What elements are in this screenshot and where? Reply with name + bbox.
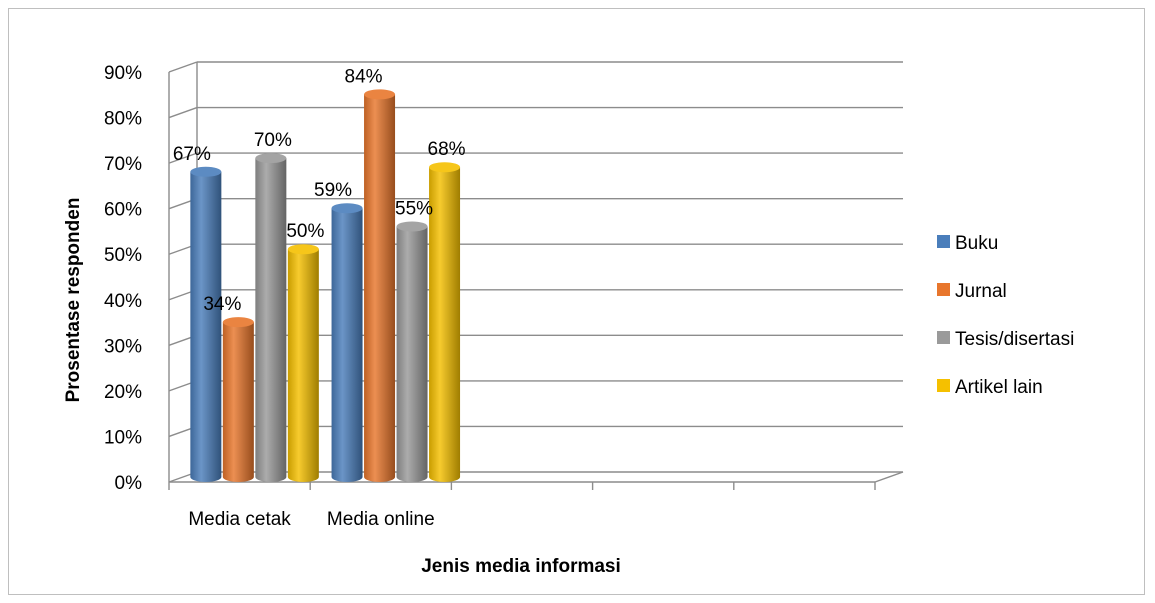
bar-top bbox=[255, 153, 287, 164]
x-tick-label: Media online bbox=[327, 509, 435, 530]
data-label: 55% bbox=[395, 198, 433, 219]
x-tick-label: Media cetak bbox=[188, 509, 291, 530]
legend-item: Tesis/disertasi bbox=[937, 329, 1074, 350]
bars bbox=[190, 89, 461, 482]
legend-item: Artikel lain bbox=[937, 377, 1043, 398]
bar-top bbox=[364, 89, 396, 100]
bar-body bbox=[255, 158, 287, 482]
data-labels: 67% 59% 34% 84% 70% 55% 50% 68% bbox=[173, 66, 466, 315]
legend-swatch bbox=[937, 235, 950, 248]
bar-body bbox=[331, 208, 363, 482]
legend-label: Artikel lain bbox=[955, 377, 1043, 398]
bar-top bbox=[331, 203, 363, 214]
bar-jurnal-media-cetak bbox=[222, 317, 254, 482]
x-axis-title: Jenis media informasi bbox=[421, 556, 621, 577]
legend-item: Buku bbox=[937, 233, 998, 254]
legend-label: Tesis/disertasi bbox=[955, 329, 1074, 350]
legend-label: Buku bbox=[955, 233, 998, 254]
chart-container: 67% 59% 34% 84% 70% 55% 50% 68% 0% 10% 20% 30% 40% 5… bbox=[8, 8, 1145, 595]
y-tick-label: 20% bbox=[104, 382, 142, 403]
bar-body bbox=[429, 167, 461, 482]
data-label: 50% bbox=[286, 221, 324, 242]
legend-label: Jurnal bbox=[955, 281, 1007, 302]
bar-top bbox=[429, 162, 461, 173]
gridlines bbox=[168, 61, 904, 483]
data-label: 68% bbox=[428, 139, 466, 160]
y-tick-label: 60% bbox=[104, 200, 142, 221]
bar-body bbox=[190, 171, 222, 482]
y-axis-title: Prosentase responden bbox=[63, 198, 84, 403]
bar-tesis-disertasi-media-online bbox=[396, 221, 428, 482]
legend-swatch bbox=[937, 379, 950, 392]
y-tick-label: 80% bbox=[104, 109, 142, 130]
bar-top bbox=[190, 166, 222, 177]
bar-body bbox=[396, 226, 428, 482]
bar-top bbox=[287, 244, 319, 255]
bar-tesis-disertasi-media-cetak bbox=[255, 153, 287, 482]
y-tick-label: 50% bbox=[104, 245, 142, 266]
legend-item: Jurnal bbox=[937, 281, 1007, 302]
y-tick-label: 30% bbox=[104, 336, 142, 357]
bar-top bbox=[222, 317, 254, 328]
bar-buku-media-cetak bbox=[190, 166, 222, 482]
y-tick-label: 0% bbox=[115, 473, 143, 494]
bar-artikel-lain-media-online bbox=[429, 162, 461, 482]
bar-body bbox=[364, 94, 396, 482]
y-tick-label: 40% bbox=[104, 291, 142, 312]
y-tick-label: 90% bbox=[104, 63, 142, 84]
bar-chart: 67% 59% 34% 84% 70% 55% 50% 68% 0% 10% 20% 30% 40% 5… bbox=[63, 61, 1074, 577]
floor-right-edge bbox=[874, 471, 904, 483]
y-tick-label: 10% bbox=[104, 427, 142, 448]
tick-labels: 0% 10% 20% 30% 40% 50% 60% 70% 80% 90% Media cetak… bbox=[104, 63, 435, 530]
bar-top bbox=[396, 221, 428, 232]
bar-body bbox=[222, 322, 254, 482]
axes bbox=[168, 72, 876, 490]
y-tick-label: 70% bbox=[104, 154, 142, 175]
gridline-side bbox=[168, 152, 198, 164]
data-label: 70% bbox=[254, 130, 292, 151]
gridline-side bbox=[168, 106, 198, 119]
legend-swatch bbox=[937, 283, 950, 296]
bar-jurnal-media-online bbox=[364, 89, 396, 482]
data-label: 67% bbox=[173, 144, 211, 165]
bar-artikel-lain-media-cetak bbox=[287, 244, 319, 482]
data-label: 34% bbox=[203, 294, 241, 315]
data-label: 59% bbox=[314, 180, 352, 201]
data-label: 84% bbox=[345, 66, 383, 87]
gridline-side bbox=[168, 61, 198, 73]
bar-buku-media-online bbox=[331, 203, 363, 482]
legend: Buku Jurnal Tesis/disertasi Artikel lain bbox=[937, 233, 1074, 398]
legend-swatch bbox=[937, 331, 950, 344]
bar-body bbox=[287, 249, 319, 482]
